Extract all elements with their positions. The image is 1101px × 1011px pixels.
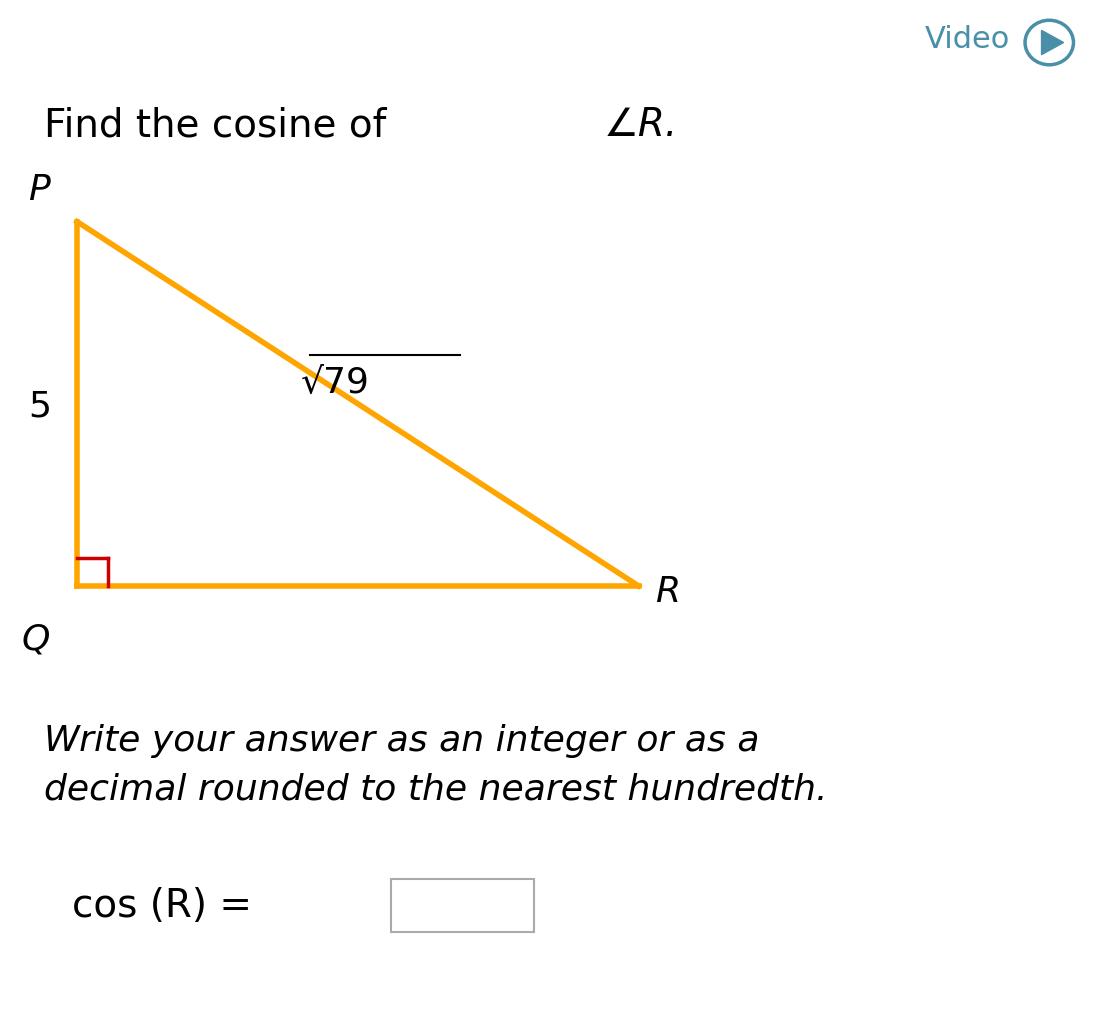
- Text: cos (R) =: cos (R) =: [72, 886, 264, 924]
- Bar: [391, 880, 534, 932]
- Text: ∠R.: ∠R.: [603, 106, 677, 145]
- Text: P: P: [28, 173, 50, 207]
- Text: Q: Q: [21, 622, 50, 656]
- Polygon shape: [1042, 31, 1064, 56]
- Text: Video: Video: [925, 25, 1010, 55]
- Text: Find the cosine of: Find the cosine of: [44, 106, 399, 145]
- Text: 5: 5: [29, 389, 51, 424]
- Text: R: R: [655, 574, 680, 609]
- Text: Write your answer as an integer or as a
decimal rounded to the nearest hundredth: Write your answer as an integer or as a …: [44, 723, 828, 806]
- Text: √79: √79: [302, 365, 370, 399]
